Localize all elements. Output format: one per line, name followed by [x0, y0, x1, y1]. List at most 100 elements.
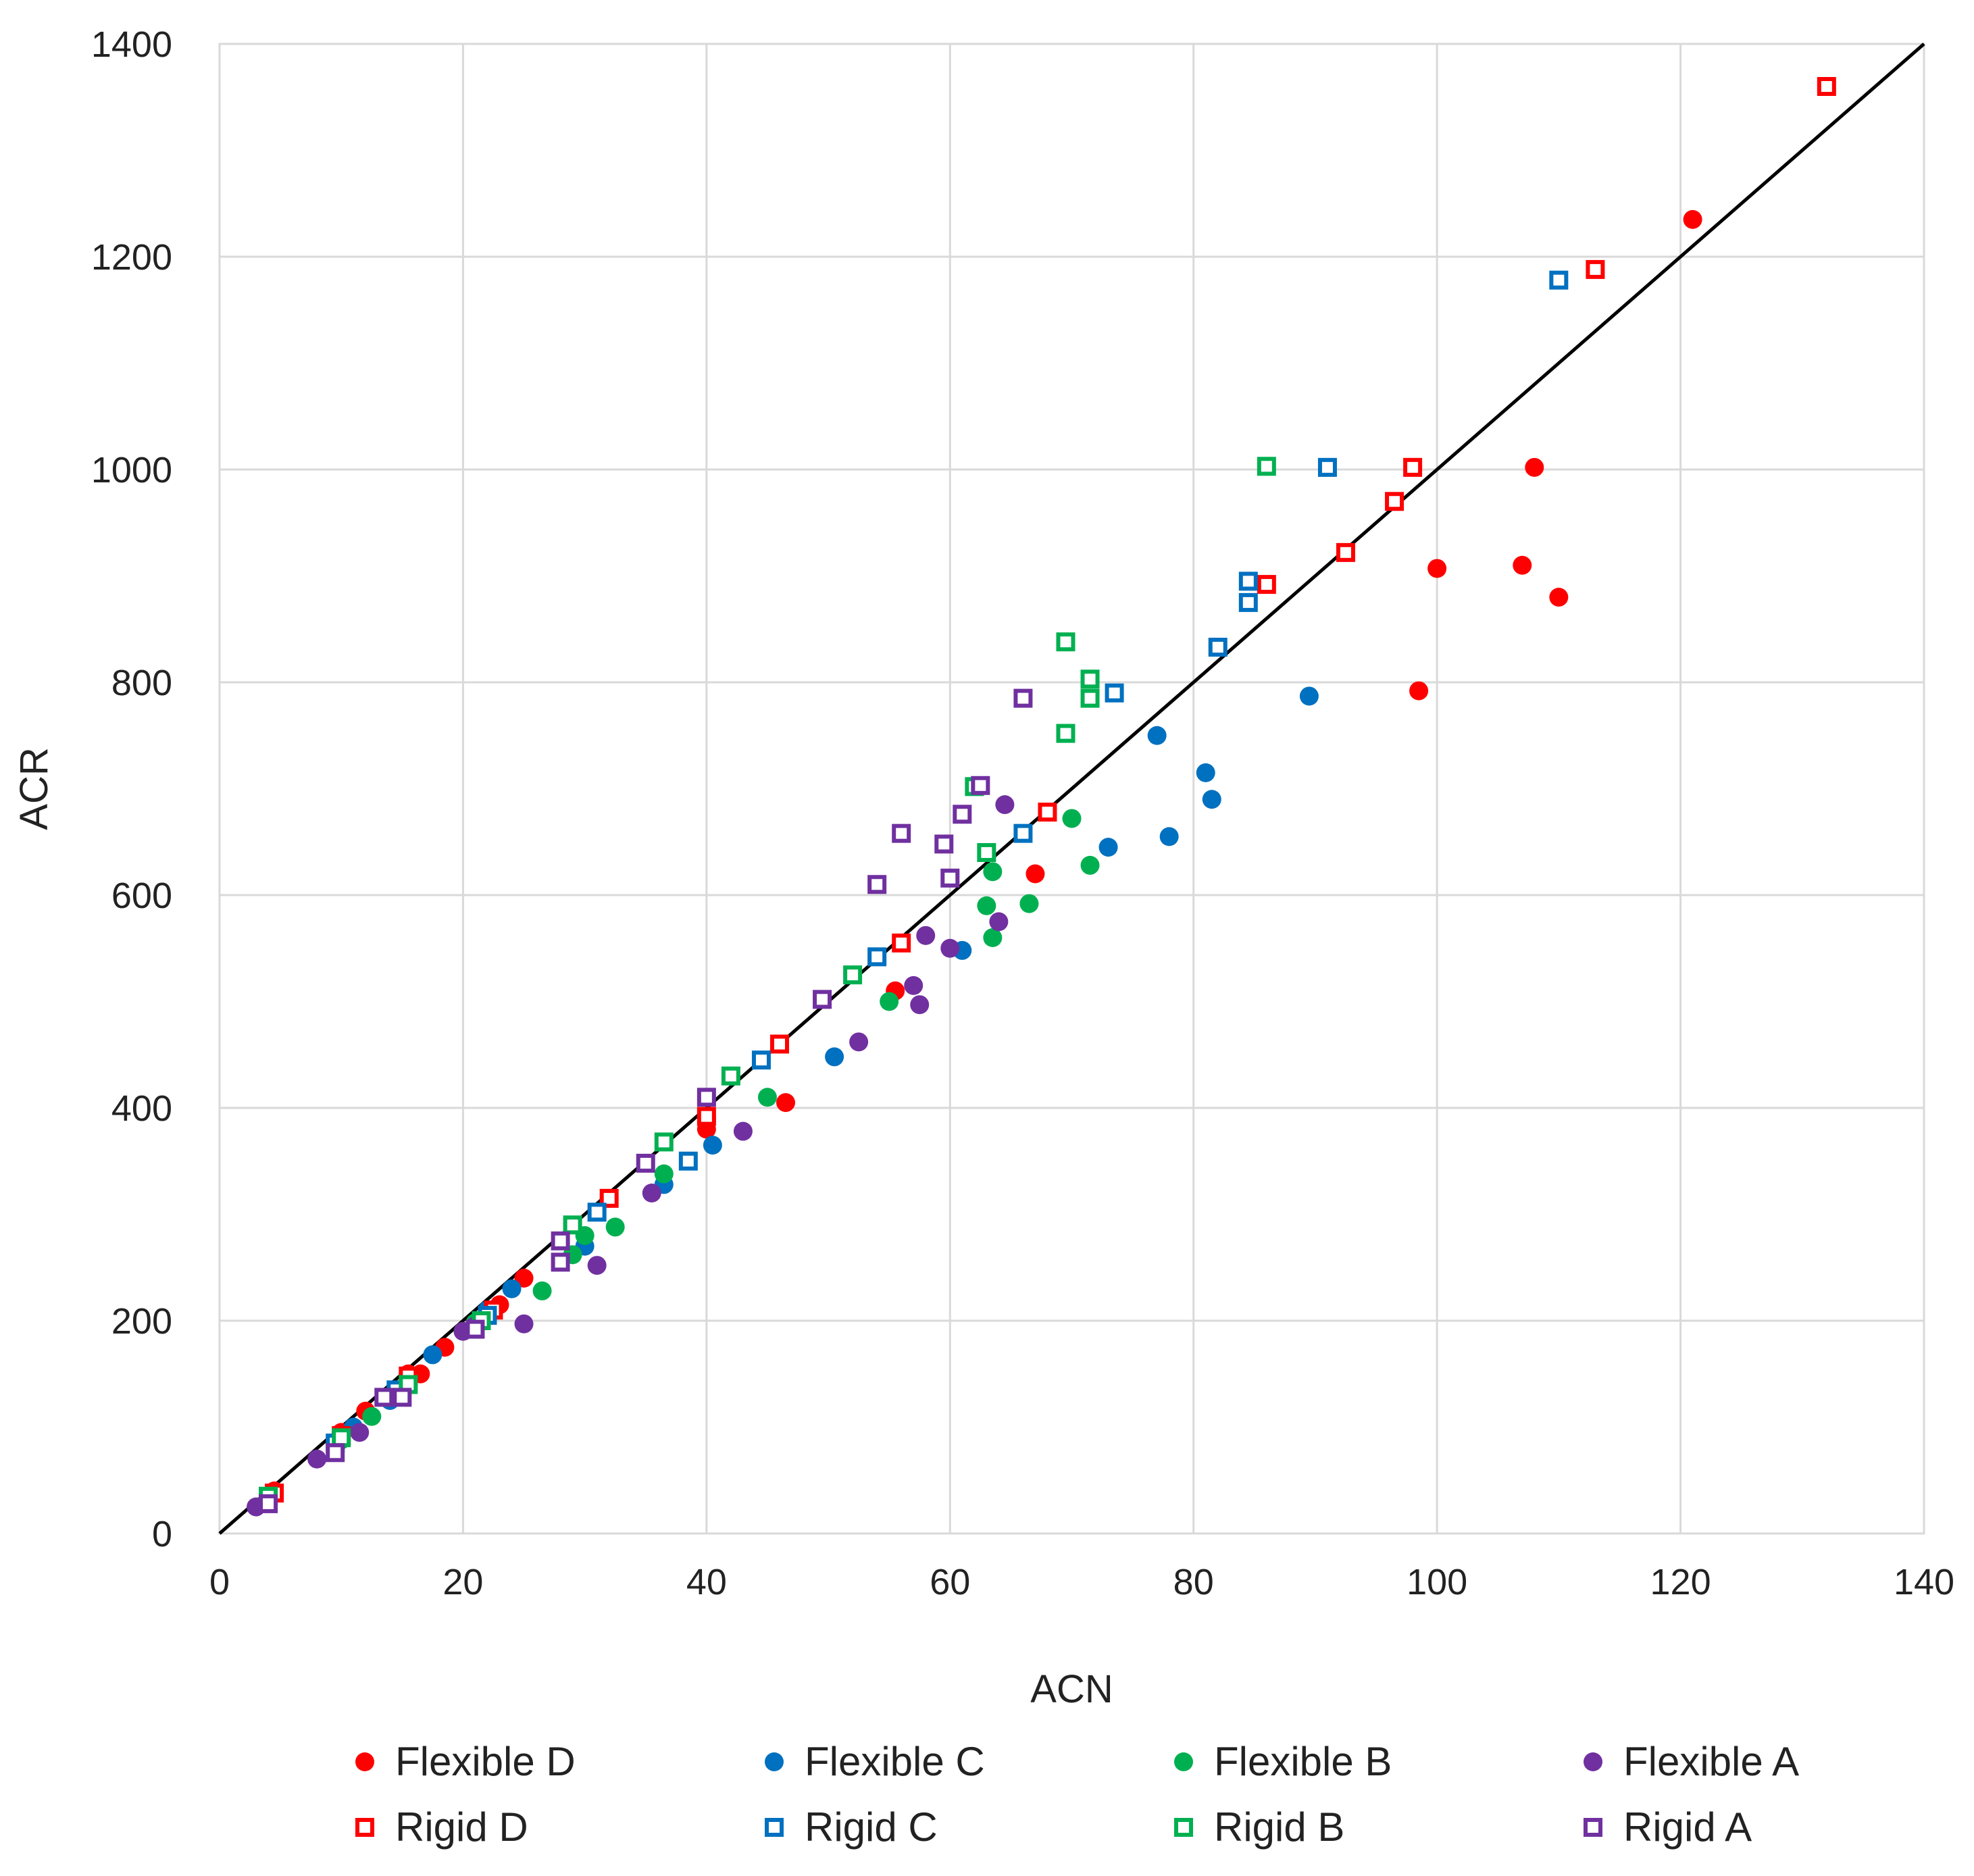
point-rigid-a	[259, 1494, 278, 1513]
x-tick-label: 0	[209, 1562, 230, 1602]
legend-entry-rigid-b: Rigid B	[1174, 1804, 1344, 1850]
point-flexible-c	[703, 1136, 722, 1155]
point-flexible-b	[1080, 855, 1100, 875]
point-rigid-a	[1013, 688, 1033, 708]
point-rigid-b	[721, 1066, 740, 1086]
x-tick-label: 20	[442, 1562, 483, 1602]
y-tick-label: 0	[152, 1514, 172, 1554]
point-rigid-d	[1336, 542, 1355, 562]
point-flexible-b	[983, 862, 1003, 882]
reference-line-1to1	[218, 43, 1925, 1535]
point-rigid-a	[393, 1388, 412, 1407]
legend-label-rigid-b: Rigid B	[1214, 1804, 1344, 1850]
point-rigid-b	[654, 1132, 674, 1152]
point-flexible-a	[940, 938, 960, 958]
point-rigid-a	[636, 1153, 655, 1173]
point-rigid-c	[1549, 270, 1569, 290]
legend-entry-rigid-c: Rigid C	[765, 1804, 938, 1850]
point-flexible-a	[514, 1314, 534, 1334]
point-rigid-a	[551, 1231, 570, 1250]
point-flexible-a	[989, 912, 1009, 932]
legend-entry-rigid-d: Rigid D	[355, 1804, 528, 1850]
point-flexible-b	[1062, 809, 1082, 828]
point-rigid-c	[678, 1151, 698, 1171]
y-tick-label: 600	[111, 876, 172, 916]
point-rigid-d	[769, 1034, 789, 1054]
point-rigid-a	[953, 805, 972, 824]
point-rigid-a	[326, 1443, 345, 1463]
point-flexible-a	[307, 1449, 327, 1469]
point-rigid-c	[1208, 638, 1228, 657]
point-flexible-b	[977, 896, 996, 915]
legend-label-flexible-a: Flexible A	[1623, 1739, 1799, 1784]
point-flexible-a	[350, 1423, 370, 1442]
point-flexible-b	[532, 1281, 552, 1300]
point-rigid-a	[551, 1252, 570, 1272]
point-flexible-b	[983, 928, 1003, 947]
point-flexible-b	[362, 1406, 382, 1426]
point-rigid-a	[940, 868, 960, 888]
data-points	[247, 77, 1836, 1517]
series-flexible-a	[247, 795, 1015, 1517]
legend-label-flexible-c: Flexible C	[805, 1739, 985, 1784]
legend-marker-flexible-d	[355, 1752, 374, 1771]
point-rigid-a	[813, 990, 832, 1009]
point-rigid-d	[1257, 575, 1276, 594]
point-rigid-c	[1317, 457, 1337, 477]
legend-marker-rigid-a	[1584, 1818, 1602, 1837]
point-flexible-b	[654, 1164, 674, 1184]
point-rigid-c	[1105, 683, 1124, 703]
legend-marker-rigid-d	[355, 1818, 374, 1837]
point-flexible-d	[1549, 588, 1569, 607]
point-rigid-c	[1013, 823, 1033, 843]
legend-marker-flexible-b	[1174, 1752, 1193, 1771]
point-rigid-c	[1238, 592, 1258, 612]
point-rigid-b	[563, 1215, 582, 1235]
point-flexible-a	[904, 975, 923, 995]
legend-entry-flexible-a: Flexible A	[1584, 1739, 1799, 1784]
grid-layer	[218, 43, 1925, 1535]
legend-entry-rigid-a: Rigid A	[1584, 1804, 1752, 1850]
point-rigid-c	[587, 1202, 607, 1222]
point-flexible-b	[605, 1217, 625, 1237]
point-rigid-d	[1385, 492, 1404, 511]
point-flexible-a	[587, 1256, 607, 1275]
point-rigid-d	[892, 933, 911, 953]
point-flexible-c	[1196, 763, 1215, 782]
legend-label-rigid-d: Rigid D	[395, 1804, 528, 1850]
legend-label-flexible-b: Flexible B	[1214, 1739, 1392, 1784]
point-rigid-a	[867, 875, 887, 894]
legend-entry-flexible-d: Flexible D	[355, 1739, 576, 1784]
point-rigid-a	[934, 834, 954, 854]
point-rigid-c	[867, 947, 887, 967]
legend-entry-flexible-c: Flexible C	[765, 1739, 985, 1784]
point-rigid-c	[1238, 572, 1258, 591]
point-flexible-c	[502, 1279, 522, 1298]
legend-marker-rigid-c	[765, 1818, 784, 1837]
x-tick-label: 120	[1650, 1562, 1711, 1602]
legend-entry-flexible-b: Flexible B	[1174, 1739, 1392, 1784]
point-flexible-c	[1098, 838, 1118, 857]
point-rigid-a	[465, 1319, 485, 1339]
legend-marker-flexible-a	[1584, 1752, 1602, 1771]
legend-label-rigid-c: Rigid C	[805, 1804, 938, 1850]
point-flexible-d	[1525, 457, 1544, 477]
point-flexible-d	[1427, 559, 1447, 578]
point-flexible-d	[1409, 681, 1429, 701]
point-flexible-a	[916, 926, 936, 945]
point-flexible-a	[733, 1121, 753, 1141]
point-flexible-a	[642, 1184, 661, 1202]
x-tick-label: 80	[1173, 1562, 1214, 1602]
point-flexible-c	[1147, 726, 1167, 745]
y-tick-label: 1200	[91, 237, 172, 278]
y-tick-label: 1400	[91, 24, 172, 65]
point-rigid-d	[697, 1107, 716, 1126]
point-rigid-d	[1586, 259, 1605, 279]
legend-marker-rigid-b	[1174, 1818, 1193, 1837]
point-flexible-b	[880, 992, 899, 1011]
legend: Flexible D Flexible C Flexible B Flexible A…	[355, 1739, 1799, 1850]
x-tick-label: 140	[1894, 1562, 1954, 1602]
point-rigid-b	[843, 965, 863, 985]
point-flexible-c	[825, 1047, 844, 1067]
